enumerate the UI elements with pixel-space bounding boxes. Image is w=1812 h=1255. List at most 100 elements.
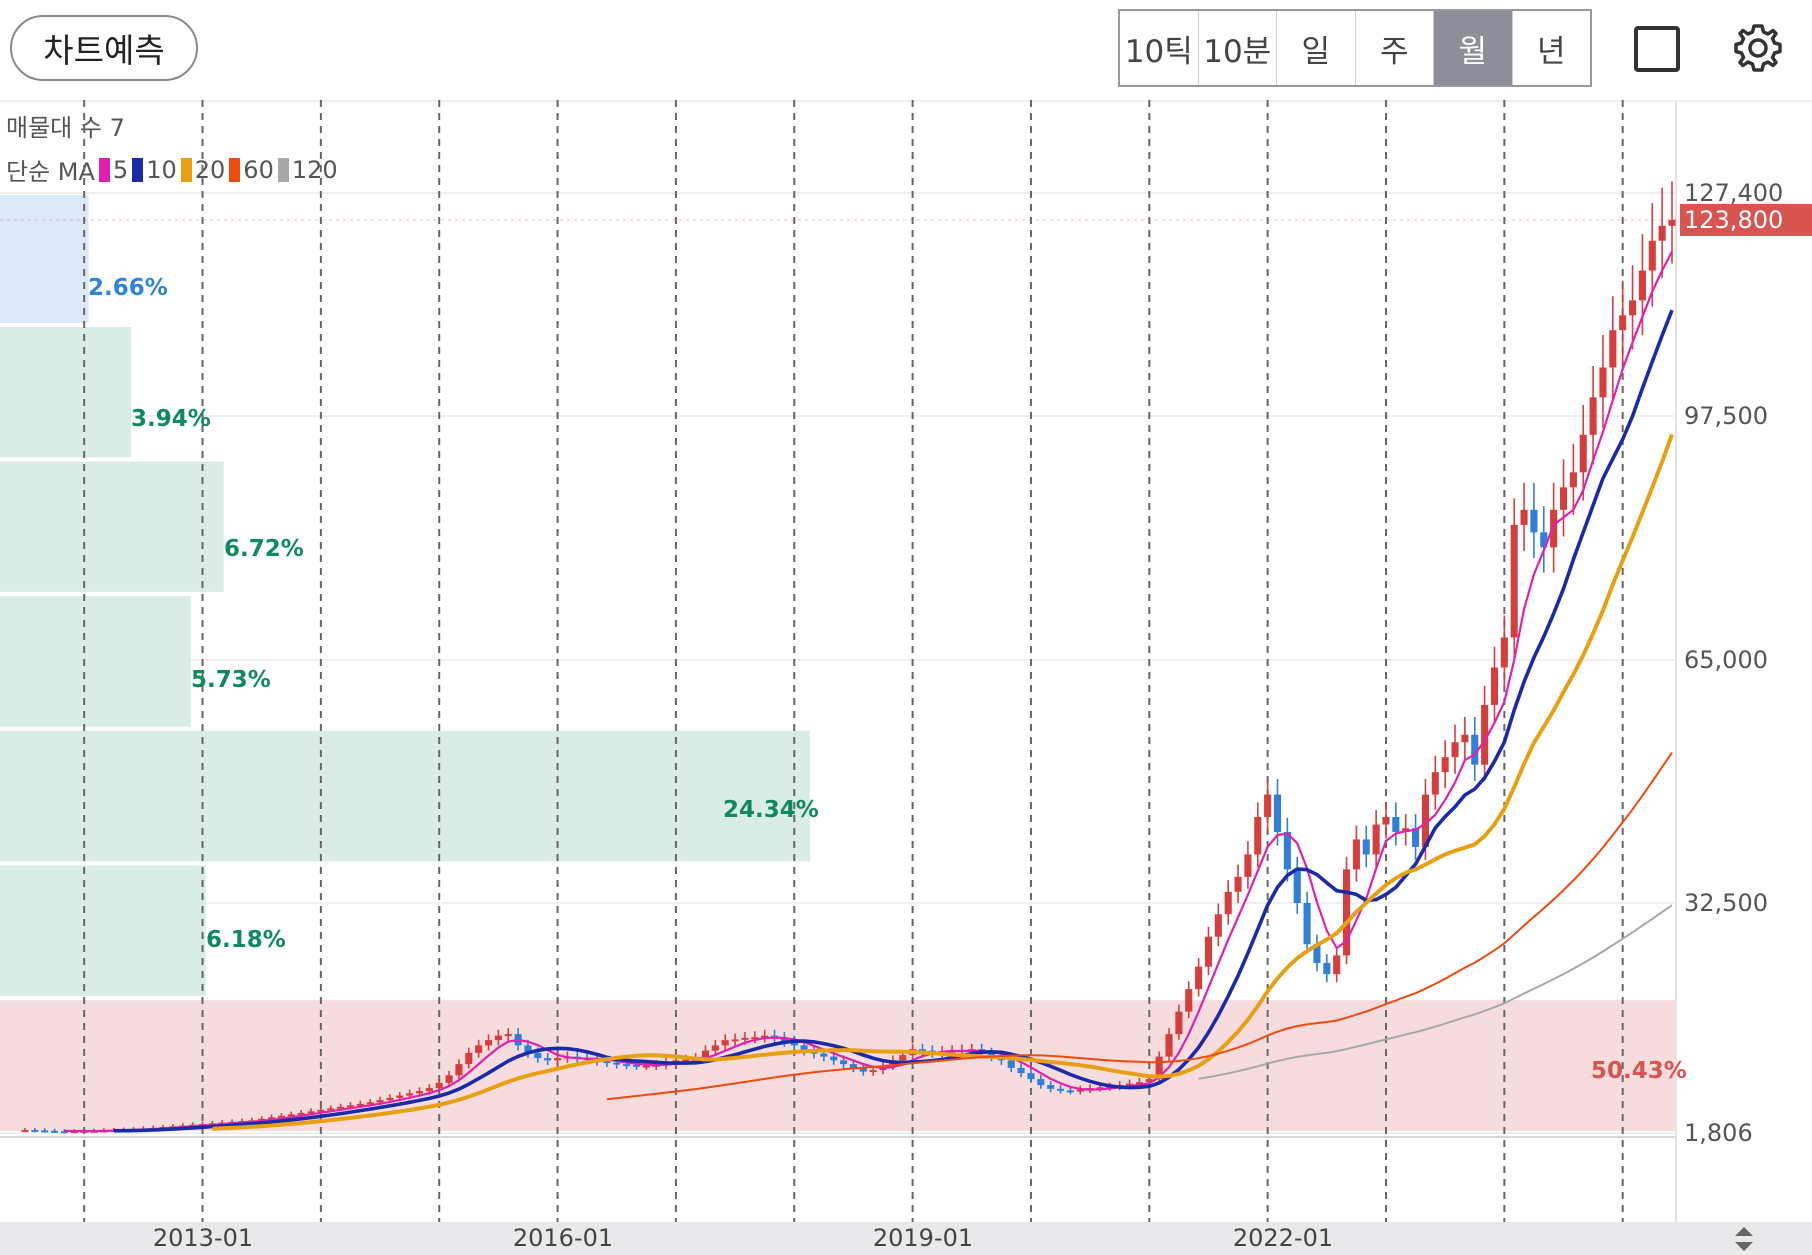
- candle-body: [721, 1040, 729, 1046]
- price-chart[interactable]: [0, 100, 1812, 1222]
- candle-body: [1619, 315, 1627, 331]
- candle-body: [1283, 831, 1291, 870]
- ma120-line: [1198, 904, 1673, 1080]
- volume-profile-bar: [0, 327, 132, 458]
- candle-body: [1066, 1090, 1074, 1093]
- candle-body: [682, 1059, 690, 1062]
- candle-body: [465, 1052, 473, 1065]
- candle-body: [1520, 509, 1528, 525]
- candle-body: [1204, 936, 1213, 967]
- square-icon[interactable]: [1634, 26, 1680, 72]
- candle-body: [613, 1062, 621, 1065]
- volume-profile-pct: 6.72%: [224, 536, 304, 562]
- candle-body: [1342, 869, 1351, 956]
- candle-body: [1629, 300, 1637, 316]
- candle-body: [1224, 891, 1232, 915]
- candle-body: [327, 1108, 335, 1111]
- period-year[interactable]: 년: [1536, 33, 1566, 70]
- candle-body: [1175, 1011, 1183, 1035]
- candle-body: [741, 1037, 749, 1040]
- period-10tick[interactable]: 10틱: [1120, 11, 1199, 85]
- chart-predict-button[interactable]: 차트예측: [10, 15, 198, 81]
- y-tick-label: 1,806: [1684, 1119, 1753, 1147]
- volume-profile-pct: 50.43%: [1591, 1058, 1687, 1084]
- ma120-label: 120: [291, 155, 338, 184]
- candle-body: [554, 1058, 562, 1061]
- period-day[interactable]: 일: [1277, 11, 1356, 85]
- candle-body: [1559, 487, 1568, 510]
- candle-body: [425, 1088, 433, 1092]
- candle-body: [1126, 1083, 1134, 1086]
- period-month[interactable]: 월: [1434, 11, 1513, 85]
- candle-body: [603, 1061, 611, 1064]
- candle-body: [60, 1131, 68, 1134]
- candle-body: [1658, 225, 1666, 241]
- candle-body: [70, 1131, 78, 1134]
- candle-body: [1362, 839, 1370, 855]
- candle-body: [307, 1111, 315, 1114]
- candle-body: [1431, 772, 1439, 795]
- candle-body: [869, 1070, 877, 1073]
- candle-body: [41, 1130, 49, 1133]
- candle-body: [297, 1112, 305, 1115]
- ma10-label: 10: [146, 155, 177, 184]
- candle-body: [1589, 397, 1597, 435]
- volume-profile-bar: [0, 1000, 1676, 1131]
- x-tick-label: 2019-01: [872, 1224, 974, 1252]
- ma5-swatch: [98, 157, 110, 182]
- candle-body: [1303, 903, 1311, 945]
- candle-body: [918, 1049, 927, 1052]
- candle-body: [1273, 794, 1282, 832]
- candle-body: [1145, 1079, 1153, 1083]
- volume-profile-bar: [0, 595, 191, 727]
- candle-body: [1195, 966, 1203, 990]
- ma60-line: [606, 752, 1673, 1101]
- x-axis: [0, 1222, 1812, 1255]
- period-selector: 10틱 10분 일 주 월 년: [1118, 9, 1592, 87]
- ma10-line: [113, 309, 1674, 1133]
- volume-profile-bar: [0, 461, 224, 592]
- volume-profile-pct: 2.66%: [88, 275, 168, 301]
- candle-body: [1313, 944, 1321, 963]
- volume-profile-pct: 3.94%: [131, 406, 211, 432]
- candle-body: [1076, 1089, 1084, 1092]
- candle-body: [1293, 869, 1301, 903]
- last-price-tag: 123,800: [1680, 204, 1812, 236]
- candle-body: [1372, 824, 1380, 855]
- candle-body: [1165, 1034, 1173, 1057]
- ma10-swatch: [132, 157, 144, 182]
- candle-body: [455, 1064, 463, 1076]
- candle-body: [51, 1130, 59, 1133]
- candle-body: [1056, 1088, 1065, 1091]
- y-tick-label: 32,500: [1684, 889, 1768, 917]
- volume-profile-pct: 24.34%: [723, 797, 819, 823]
- candle-body: [415, 1091, 424, 1094]
- x-tick-label: 2016-01: [512, 1224, 614, 1252]
- gear-icon[interactable]: [1728, 18, 1788, 78]
- candle-body: [21, 1130, 29, 1133]
- candle-body: [1668, 219, 1676, 226]
- candle-body: [1648, 240, 1656, 271]
- period-10min[interactable]: 10분: [1199, 11, 1277, 85]
- candle-body: [1500, 637, 1508, 668]
- candle-body: [1599, 367, 1607, 398]
- candle-body: [632, 1064, 641, 1067]
- ma20-swatch: [180, 157, 192, 182]
- period-week[interactable]: 주: [1356, 11, 1434, 85]
- candle-body: [859, 1067, 867, 1072]
- volume-profile-bar: [0, 865, 206, 997]
- candle-body: [504, 1034, 512, 1037]
- x-tick-label: 2022-01: [1232, 1224, 1334, 1252]
- scroll-handle-icon[interactable]: [1732, 1224, 1756, 1254]
- candle-body: [1550, 509, 1558, 548]
- candle-body: [1185, 989, 1193, 1012]
- candle-body: [317, 1109, 325, 1112]
- candle-body: [346, 1105, 355, 1108]
- ma5-line: [64, 250, 1673, 1133]
- candle-body: [1027, 1073, 1035, 1080]
- candle-body: [366, 1102, 374, 1105]
- volume-profile-label: 매물대 수 7: [6, 114, 125, 142]
- candle-body: [534, 1052, 542, 1059]
- candle-body: [1017, 1067, 1025, 1074]
- x-tick-label: 2013-01: [152, 1224, 254, 1252]
